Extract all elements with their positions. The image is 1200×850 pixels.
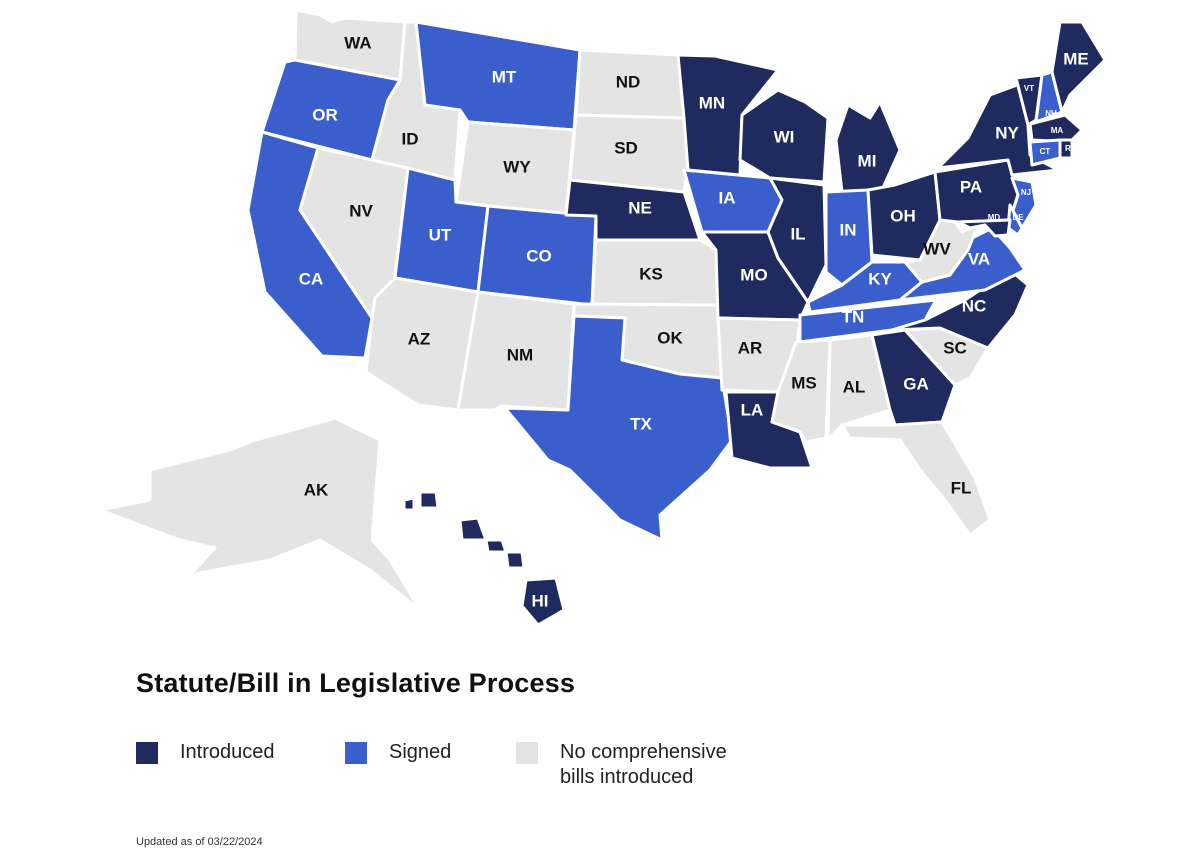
- state-label-ok: OK: [657, 328, 683, 347]
- state-label-ar: AR: [738, 338, 763, 357]
- state-label-or: OR: [312, 105, 338, 124]
- legend-swatch-none: [516, 742, 538, 764]
- state-label-wy: WY: [503, 157, 531, 176]
- state-label-wv: WV: [923, 239, 951, 258]
- state-label-tn: TN: [842, 307, 865, 326]
- legend-item-signed: Signed: [345, 740, 451, 765]
- state-label-nc: NC: [962, 296, 987, 315]
- state-label-la: LA: [741, 400, 764, 419]
- state-label-oh: OH: [890, 206, 916, 225]
- state-label-ks: KS: [639, 264, 663, 283]
- state-label-ms: MS: [791, 373, 817, 392]
- state-label-fl: FL: [951, 478, 972, 497]
- state-label-vt: VT: [1024, 84, 1034, 93]
- state-hi[interactable]: [402, 490, 566, 627]
- state-label-ne: NE: [628, 198, 652, 217]
- state-label-mo: MO: [740, 265, 767, 284]
- legend-label-none-line1: No comprehensive: [560, 741, 727, 763]
- state-label-md: MD: [988, 213, 1001, 222]
- state-label-ut: UT: [429, 225, 452, 244]
- state-label-ga: GA: [903, 374, 929, 393]
- state-label-id: ID: [402, 129, 419, 148]
- state-label-de: DE: [1012, 213, 1024, 222]
- state-label-ak: AK: [304, 480, 329, 499]
- state-label-mt: MT: [492, 67, 517, 86]
- state-label-co: CO: [526, 246, 552, 265]
- state-mi[interactable]: [834, 100, 902, 194]
- state-ak[interactable]: [98, 416, 422, 612]
- state-fl[interactable]: [840, 420, 992, 537]
- state-label-ny: NY: [995, 123, 1019, 142]
- us-state-map: WA OR CA ID NV MT WY UT AZ CO NM ND SD NE KS OK TX MN IA MO…: [98, 8, 1107, 627]
- state-label-il: IL: [790, 224, 805, 243]
- state-al[interactable]: [826, 333, 892, 442]
- state-label-ca: CA: [299, 269, 324, 288]
- state-label-nm: NM: [507, 345, 533, 364]
- state-label-nj: NJ: [1021, 188, 1031, 197]
- state-label-mn: MN: [699, 93, 725, 112]
- state-label-az: AZ: [408, 329, 431, 348]
- state-wi[interactable]: [738, 88, 830, 184]
- state-label-sd: SD: [614, 138, 638, 157]
- legend-label-none: No comprehensive bills introduced: [560, 740, 727, 790]
- state-label-nh: NH: [1045, 109, 1057, 118]
- state-label-sc: SC: [943, 338, 967, 357]
- state-ma[interactable]: [1028, 113, 1084, 144]
- state-label-hi: HI: [532, 591, 549, 610]
- state-label-me: ME: [1063, 49, 1089, 68]
- state-label-wi: WI: [774, 127, 795, 146]
- state-label-tx: TX: [630, 414, 652, 433]
- state-label-ia: IA: [719, 188, 736, 207]
- state-md[interactable]: [956, 218, 1012, 238]
- state-label-ky: KY: [868, 269, 892, 288]
- state-ri[interactable]: [1058, 138, 1074, 160]
- state-label-al: AL: [843, 377, 866, 396]
- state-label-mi: MI: [858, 151, 877, 170]
- state-label-ct: CT: [1040, 147, 1051, 156]
- state-nc[interactable]: [890, 268, 1030, 350]
- legend-item-none: No comprehensive bills introduced: [516, 740, 727, 790]
- state-label-nd: ND: [616, 72, 641, 91]
- state-me[interactable]: [1050, 20, 1107, 114]
- state-label-wa: WA: [344, 33, 371, 52]
- legend-label-none-line2: bills introduced: [560, 766, 694, 788]
- state-label-nv: NV: [349, 201, 373, 220]
- state-label-ri: RI: [1065, 144, 1073, 153]
- legend-item-introduced: Introduced: [136, 740, 275, 765]
- legend-title: Statute/Bill in Legislative Process: [136, 668, 576, 698]
- state-label-ma: MA: [1051, 126, 1064, 135]
- legend-swatch-introduced: [136, 742, 158, 764]
- legend-swatch-signed: [345, 742, 367, 764]
- state-label-in: IN: [840, 220, 857, 239]
- state-label-pa: PA: [960, 177, 982, 196]
- legend-label-signed: Signed: [389, 741, 452, 763]
- updated-date: Updated as of 03/22/2024: [136, 836, 263, 848]
- legend-label-introduced: Introduced: [180, 741, 275, 763]
- state-label-va: VA: [968, 249, 990, 268]
- state-il[interactable]: [766, 176, 828, 304]
- state-tx[interactable]: [503, 314, 734, 542]
